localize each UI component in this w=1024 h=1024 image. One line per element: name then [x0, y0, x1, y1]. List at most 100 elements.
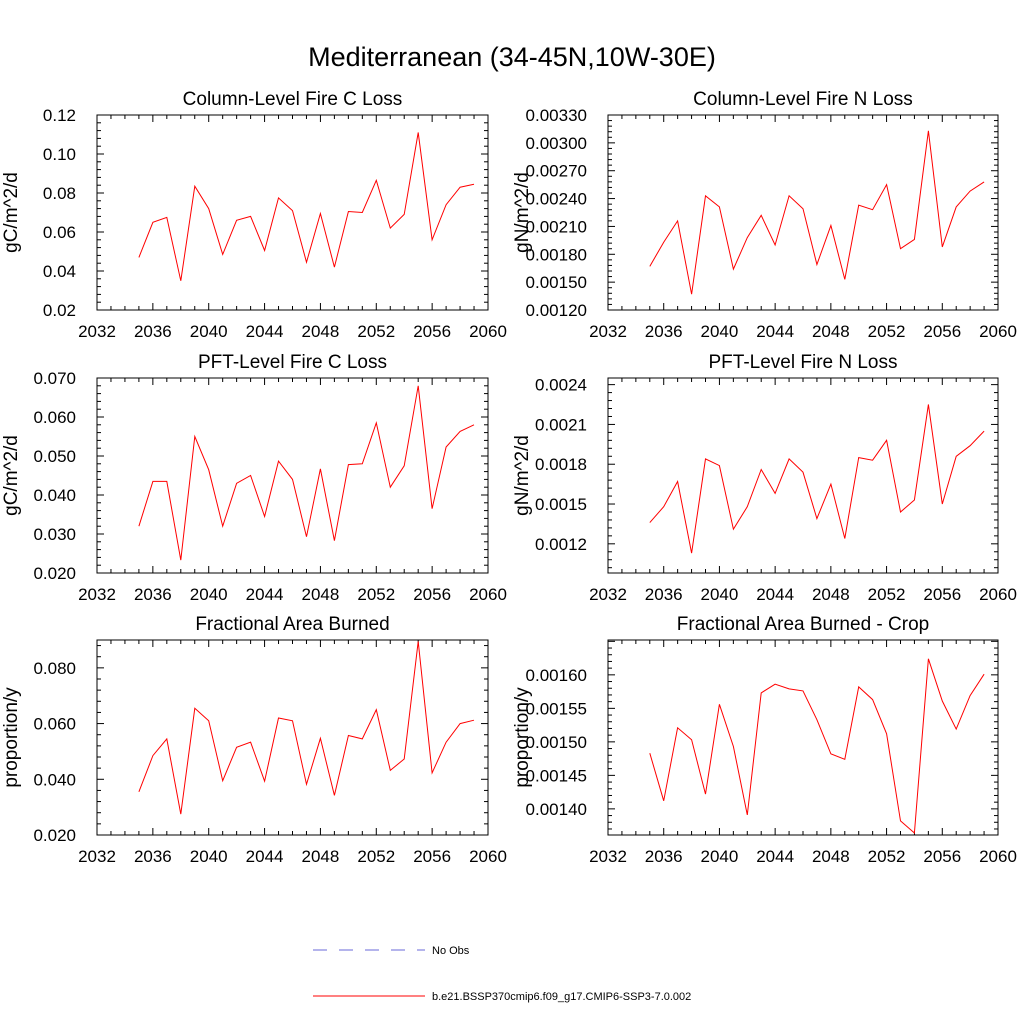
y-tick-label: 0.020 — [33, 826, 76, 845]
x-tick-label: 2032 — [589, 847, 627, 866]
y-tick-label: 0.060 — [33, 408, 76, 427]
y-tick-label: 0.0018 — [535, 455, 587, 474]
x-tick-label: 2052 — [868, 322, 906, 341]
x-tick-label: 2048 — [302, 322, 340, 341]
y-tick-label: 0.12 — [43, 106, 76, 125]
plot-frame — [96, 377, 489, 574]
plot-frame — [607, 114, 999, 311]
x-tick-label: 2060 — [469, 585, 507, 604]
series-line — [649, 658, 985, 835]
y-tick-label: 0.04 — [43, 262, 76, 281]
series-line — [649, 130, 985, 295]
x-tick-label: 2060 — [979, 585, 1017, 604]
x-tick-label: 2056 — [413, 847, 451, 866]
series-line — [138, 132, 475, 281]
chart-panel-3: PFT-Level Fire C Loss gC/m^2/d 2032 2036 204… — [1, 352, 507, 604]
y-tick-label: 0.040 — [33, 486, 76, 505]
y-tick-label: 0.00160 — [526, 666, 587, 685]
y-tick-label: 0.060 — [33, 715, 76, 734]
x-tick-label: 2056 — [923, 322, 961, 341]
x-tick-label: 2052 — [868, 585, 906, 604]
y-tick-label: 0.00210 — [526, 217, 587, 236]
x-tick-label: 2032 — [78, 322, 116, 341]
y-tick-label: 0.00120 — [526, 301, 587, 320]
chart-panel-2: Column-Level Fire N Loss gN/m^2/d 2032 2036… — [512, 89, 1017, 341]
y-tick-label: 0.00150 — [526, 733, 587, 752]
y-tick-label: 0.070 — [33, 369, 76, 388]
x-tick-label: 2060 — [979, 847, 1017, 866]
x-tick-label: 2060 — [469, 322, 507, 341]
x-tick-label: 2036 — [645, 322, 683, 341]
x-tick-label: 2040 — [190, 585, 228, 604]
x-tick-label: 2060 — [979, 322, 1017, 341]
x-tick-label: 2056 — [923, 847, 961, 866]
x-tick-label: 2036 — [645, 585, 683, 604]
x-tick-label: 2032 — [78, 585, 116, 604]
x-tick-label: 2056 — [413, 585, 451, 604]
chart-panel-6: Fractional Area Burned - Crop proportion/… — [512, 614, 1017, 866]
y-tick-label: 0.08 — [43, 184, 76, 203]
plot-frame — [607, 377, 999, 574]
y-tick-label: 0.00270 — [526, 162, 587, 181]
x-tick-label: 2044 — [246, 585, 284, 604]
x-tick-label: 2040 — [701, 847, 739, 866]
legend-label-no-obs: No Obs — [432, 945, 470, 957]
y-tick-label: 0.00300 — [526, 134, 587, 153]
x-tick-label: 2052 — [357, 585, 395, 604]
chart-panel-4: PFT-Level Fire N Loss gN/m^2/d 2032 2036 204… — [512, 352, 1017, 604]
panel-title: Fractional Area Burned - Crop — [677, 614, 929, 635]
y-axis-label: proportion/y — [512, 687, 533, 788]
x-tick-label: 2040 — [701, 585, 739, 604]
panel-title: Column-Level Fire C Loss — [183, 89, 403, 110]
y-tick-label: 0.030 — [33, 525, 76, 544]
y-tick-label: 0.10 — [43, 145, 76, 164]
y-tick-label: 0.0024 — [535, 376, 587, 395]
y-tick-label: 0.02 — [43, 301, 76, 320]
y-tick-label: 0.00240 — [526, 190, 587, 209]
x-tick-label: 2040 — [190, 322, 228, 341]
y-tick-label: 0.080 — [33, 659, 76, 678]
y-tick-label: 0.0021 — [535, 415, 587, 434]
x-tick-label: 2048 — [812, 322, 850, 341]
panel-title: PFT-Level Fire N Loss — [709, 352, 898, 373]
chart-panel-5: Fractional Area Burned proportion/y 2032 20… — [1, 614, 507, 866]
y-tick-label: 0.0012 — [535, 535, 587, 554]
y-tick-label: 0.00150 — [526, 273, 587, 292]
x-tick-label: 2040 — [190, 847, 228, 866]
y-tick-label: 0.00330 — [526, 106, 587, 125]
legend: No Obs b.e21.BSSP370cmip6.f09_g17.CMIP6-… — [313, 945, 691, 1003]
x-tick-label: 2036 — [134, 847, 172, 866]
x-tick-label: 2036 — [645, 847, 683, 866]
x-tick-label: 2056 — [413, 322, 451, 341]
x-tick-label: 2044 — [756, 847, 794, 866]
panel-title: Column-Level Fire N Loss — [693, 89, 913, 110]
legend-label-model: b.e21.BSSP370cmip6.f09_g17.CMIP6-SSP3-7.… — [432, 991, 691, 1003]
x-tick-label: 2032 — [78, 847, 116, 866]
figure-title: Mediterranean (34-45N,10W-30E) — [308, 42, 716, 72]
x-tick-label: 2044 — [246, 847, 284, 866]
x-tick-label: 2044 — [756, 585, 794, 604]
x-tick-label: 2032 — [589, 322, 627, 341]
chart-panel-1: Column-Level Fire C Loss gC/m^2/d 2032 2036… — [1, 89, 507, 341]
series-line — [138, 641, 475, 815]
x-tick-label: 2048 — [302, 585, 340, 604]
series-line — [649, 404, 985, 554]
y-tick-label: 0.00155 — [526, 699, 587, 718]
x-tick-label: 2032 — [589, 585, 627, 604]
panel-title: Fractional Area Burned — [195, 614, 389, 635]
plot-frame — [96, 639, 489, 836]
x-tick-label: 2044 — [756, 322, 794, 341]
panel-title: PFT-Level Fire C Loss — [198, 352, 387, 373]
x-tick-label: 2036 — [134, 322, 172, 341]
chart-panels: Column-Level Fire C Loss gC/m^2/d 2032 2036… — [1, 89, 1017, 866]
series-line — [138, 385, 475, 561]
plot-frame — [607, 639, 999, 836]
x-tick-label: 2060 — [469, 847, 507, 866]
y-tick-label: 0.050 — [33, 447, 76, 466]
y-tick-label: 0.0015 — [535, 495, 587, 514]
x-tick-label: 2048 — [812, 585, 850, 604]
x-tick-label: 2052 — [868, 847, 906, 866]
x-tick-label: 2048 — [302, 847, 340, 866]
y-tick-label: 0.040 — [33, 770, 76, 789]
y-tick-label: 0.00180 — [526, 245, 587, 264]
